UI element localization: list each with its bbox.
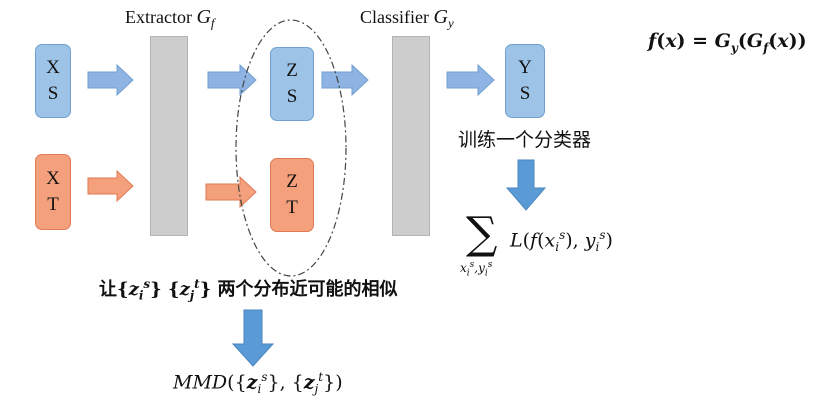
loss-sum-symbol: ∑: [466, 208, 498, 259]
source-feature-s: S: [286, 86, 298, 107]
source-input-box: X S: [35, 44, 71, 118]
classifier-block: [392, 36, 430, 236]
arrow-to-loss: [505, 159, 547, 211]
arrow-classifier-to-output: [446, 63, 495, 97]
train-classifier-text: 训练一个分类器: [458, 129, 592, 151]
classifier-title: Classifier Gy: [360, 6, 454, 32]
target-feature-t: T: [286, 197, 298, 218]
classifier-label: Classifier: [360, 7, 429, 27]
loss-sum-subscript: xis,yis: [460, 260, 493, 279]
arrow-target-input-to-extractor: [87, 169, 134, 203]
extractor-symbol: G: [196, 6, 211, 28]
arrow-target-extractor-to-feature: [205, 175, 257, 209]
model-formula: f(x) = Gy(Gf(x)): [648, 30, 807, 55]
extractor-block: [150, 36, 188, 236]
arrow-input-to-extractor: [87, 63, 134, 97]
source-input-s: S: [47, 83, 59, 104]
target-input-box: X T: [35, 154, 71, 230]
extractor-title: Extractor Gf: [125, 6, 215, 32]
similarity-suffix: 两个分布近可能的相似: [217, 279, 398, 300]
arrow-feature-to-classifier: [321, 63, 369, 97]
target-feature-z: Z: [286, 171, 298, 192]
source-input-x: X: [46, 57, 60, 78]
similarity-prefix: 让: [99, 279, 117, 300]
source-feature-box: Z S: [270, 47, 314, 121]
mmd-formula: MMD({zis}, {zjt}): [173, 370, 343, 397]
arrow-to-mmd: [231, 309, 275, 367]
output-y: Y: [518, 57, 532, 78]
source-feature-z: Z: [286, 60, 298, 81]
extractor-subscript: f: [210, 15, 215, 31]
feature-alignment-ellipse: [235, 19, 347, 277]
extractor-label: Extractor: [125, 7, 192, 27]
source-output-box: Y S: [505, 44, 545, 118]
output-s: S: [519, 83, 531, 104]
classifier-symbol: G: [433, 6, 448, 28]
loss-term: L(f(xis), yis): [510, 228, 613, 255]
similarity-statement: 让{zis} {zjt} 两个分布近可能的相似: [99, 277, 398, 303]
target-feature-box: Z T: [270, 158, 314, 232]
arrow-extractor-to-feature: [207, 63, 257, 97]
target-input-x: X: [46, 168, 60, 189]
classifier-subscript: y: [447, 15, 454, 31]
target-input-t: T: [47, 194, 59, 215]
